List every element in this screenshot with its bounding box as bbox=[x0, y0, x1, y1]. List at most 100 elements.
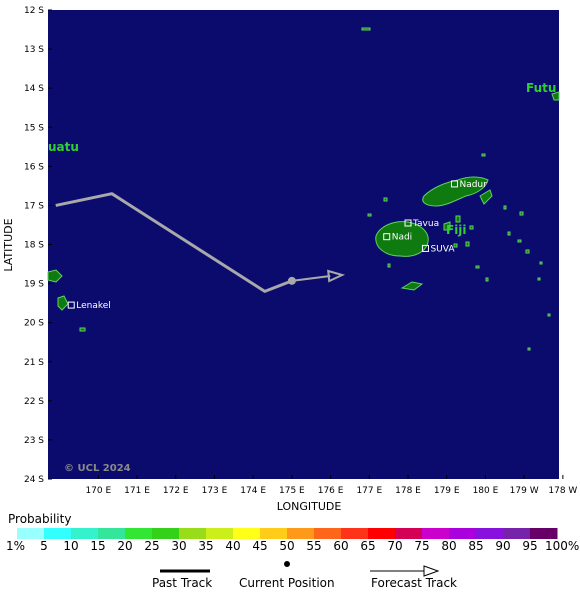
colorbar-segment bbox=[206, 528, 234, 539]
latitude-ticks: 12 S 13 S 14 S 15 S 16 S 17 S 18 S 19 S 20 S 21 S… bbox=[24, 6, 52, 485]
region-label-futuna: Futu bbox=[526, 81, 556, 95]
lat-tick-label: 18 S bbox=[24, 241, 44, 251]
lat-tick-label: 21 S bbox=[24, 358, 44, 368]
lon-tick-label: 170 E bbox=[85, 486, 111, 496]
y-axis-title: LATITUDE bbox=[2, 218, 15, 271]
lon-tick-label: 175 E bbox=[279, 486, 305, 496]
place-marker-icon bbox=[404, 219, 412, 227]
colorbar-segment bbox=[476, 528, 504, 539]
lat-tick-label: 19 S bbox=[24, 280, 44, 290]
colorbar-segment bbox=[287, 528, 315, 539]
forecast-track-key-arrow bbox=[423, 565, 440, 577]
lon-tick-label: 179 W bbox=[510, 486, 539, 496]
islet bbox=[367, 213, 372, 217]
past-track-key-label: Past Track bbox=[152, 576, 213, 590]
lon-tick-label: 171 E bbox=[124, 486, 150, 496]
place-label: Lenakel bbox=[76, 301, 111, 311]
lat-tick-label: 24 S bbox=[24, 475, 44, 485]
x-axis-title: LONGITUDE bbox=[277, 500, 342, 513]
islet bbox=[547, 313, 551, 317]
islet bbox=[525, 249, 530, 254]
colorbar-label: 25 bbox=[144, 539, 160, 553]
place-label: Nadi bbox=[392, 233, 412, 243]
colorbar-segment bbox=[368, 528, 396, 539]
islet bbox=[387, 263, 391, 268]
islet bbox=[383, 197, 388, 202]
colorbar-label: 45 bbox=[252, 539, 268, 553]
lon-tick-label: 178 W bbox=[548, 486, 577, 496]
colorbar-label: 85 bbox=[468, 539, 484, 553]
colorbar-label: 95 bbox=[522, 539, 538, 553]
lat-tick-label: 22 S bbox=[24, 397, 44, 407]
colorbar-label: 70 bbox=[387, 539, 403, 553]
current-position-marker bbox=[287, 276, 296, 285]
colorbar-segment bbox=[530, 528, 558, 539]
colorbar-segment bbox=[179, 528, 207, 539]
place-label: Nadur bbox=[459, 180, 487, 190]
colorbar-label: 15 bbox=[90, 539, 106, 553]
forecast-track-line bbox=[291, 274, 331, 282]
aneityum bbox=[79, 327, 86, 332]
colorbar-segment bbox=[71, 528, 99, 539]
place-label: Tavua bbox=[412, 219, 439, 229]
islet bbox=[519, 211, 524, 216]
colorbar-label: 1% bbox=[6, 539, 26, 553]
fiji-islands bbox=[361, 27, 551, 351]
region-label-fiji: Fiji bbox=[446, 223, 467, 237]
islet bbox=[503, 205, 507, 210]
colorbar-segment bbox=[503, 528, 531, 539]
islet bbox=[465, 241, 470, 247]
current-position-key-label: Current Position bbox=[239, 576, 335, 590]
colorbar-segment bbox=[233, 528, 261, 539]
islet bbox=[453, 243, 458, 248]
colorbar-segment bbox=[152, 528, 180, 539]
forecast-arrow-head bbox=[327, 269, 346, 283]
ovalau-islets bbox=[443, 221, 451, 231]
legend-labels: 1% 5 10 15 20 25 30 35 40 45 50 55 60 65 70 75 80 85 90 95 1… bbox=[0, 539, 580, 553]
lat-tick-label: 12 S bbox=[24, 6, 44, 16]
islet bbox=[517, 239, 522, 243]
colorbar-label: 55 bbox=[306, 539, 322, 553]
lon-tick-label: 172 E bbox=[163, 486, 189, 496]
colorbar-label: 90 bbox=[495, 539, 511, 553]
tanna bbox=[57, 295, 69, 311]
islet bbox=[455, 215, 461, 223]
islet bbox=[469, 225, 474, 230]
colorbar-label: 100% bbox=[545, 539, 580, 553]
probability-colorbar bbox=[17, 528, 558, 539]
colorbar-segment bbox=[395, 528, 423, 539]
place-marker-icon bbox=[383, 233, 391, 241]
longitude-ticks: 170 E 171 E 172 E 173 E 174 E 175 E 176 E 177 E… bbox=[85, 475, 577, 496]
islet bbox=[537, 277, 541, 281]
colorbar-label: 5 bbox=[40, 539, 48, 553]
futuna-island bbox=[551, 91, 560, 101]
place-label: SUVA bbox=[430, 244, 455, 254]
legend-title: Probability bbox=[8, 512, 72, 526]
colorbar-label: 75 bbox=[414, 539, 430, 553]
taveuni bbox=[479, 189, 493, 205]
colorbar-segment bbox=[17, 528, 45, 539]
colorbar-segment bbox=[422, 528, 450, 539]
colorbar-label: 65 bbox=[360, 539, 376, 553]
region-label-vanuatu: uatu bbox=[48, 140, 79, 154]
colorbar-label: 50 bbox=[279, 539, 295, 553]
lat-tick-label: 15 S bbox=[24, 123, 44, 133]
colorbar-segment bbox=[341, 528, 369, 539]
lon-tick-label: 176 E bbox=[318, 486, 344, 496]
place-marker-icon bbox=[421, 244, 429, 252]
current-position-key-dot bbox=[284, 561, 290, 567]
place-marker-icon bbox=[67, 301, 75, 309]
colorbar-label: 80 bbox=[441, 539, 457, 553]
colorbar-segment bbox=[314, 528, 342, 539]
lat-tick-label: 20 S bbox=[24, 319, 44, 329]
colorbar-segment bbox=[44, 528, 72, 539]
lon-tick-label: 180 E bbox=[473, 486, 499, 496]
erromango bbox=[47, 269, 63, 283]
colorbar-label: 10 bbox=[63, 539, 79, 553]
copyright: © UCL 2024 bbox=[64, 463, 131, 474]
vanuatu-islands bbox=[47, 269, 86, 332]
lat-tick-label: 14 S bbox=[24, 84, 44, 94]
islet bbox=[539, 261, 543, 265]
